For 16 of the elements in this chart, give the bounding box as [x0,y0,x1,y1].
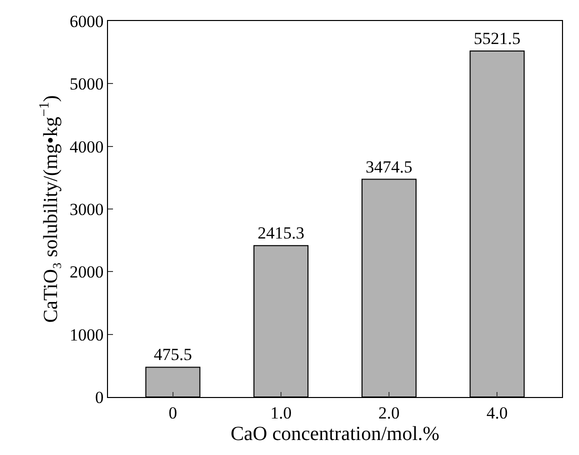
x-tick-label: 1.0 [270,403,292,422]
data-label: 5521.5 [474,28,521,48]
data-label: 2415.3 [258,224,304,243]
data-label: 3474.5 [366,157,412,176]
data-label: 475.5 [154,345,192,364]
y-tick-label: 1000 [70,325,104,344]
y-tick-label: 6000 [70,12,104,31]
x-tick-label: 4.0 [486,403,508,422]
y-tick-label: 0 [95,388,104,407]
y-tick-label: 3000 [70,200,104,219]
x-tick-label: 0 [168,403,178,422]
y-tick-label: 2000 [70,262,104,282]
y-tick-label: 5000 [70,74,104,94]
x-axis-title: CaO concentration/mol.% [230,422,440,445]
y-tick-label: 4000 [70,137,104,156]
x-tick-label: 2.0 [378,403,400,422]
